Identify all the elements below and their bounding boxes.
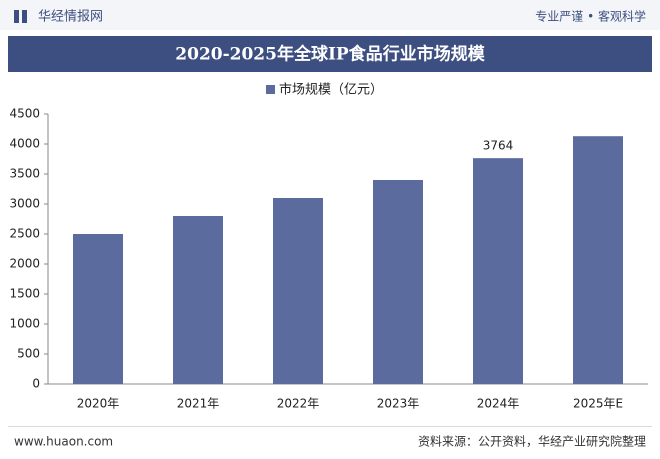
bar <box>73 234 123 384</box>
x-tick-label: 2022年 <box>277 397 320 411</box>
y-tick-label: 0 <box>32 377 40 391</box>
y-tick-label: 3500 <box>9 167 40 181</box>
x-tick-label: 2024年 <box>477 397 520 411</box>
y-tick-label: 2500 <box>9 227 40 241</box>
legend-swatch <box>266 85 275 94</box>
y-tick-label: 2000 <box>9 257 40 271</box>
footer-rule <box>8 426 652 427</box>
title-bar <box>8 36 652 72</box>
x-tick-label: 2023年 <box>377 397 420 411</box>
bar <box>273 198 323 384</box>
y-tick-label: 4000 <box>9 137 40 151</box>
tagline: 专业严谨 • 客观科学 <box>535 9 646 24</box>
brand: 华经情报网 <box>38 10 103 25</box>
y-tick-label: 4500 <box>9 107 40 121</box>
x-tick-label: 2025年E <box>573 397 623 411</box>
logo-mark <box>14 10 19 23</box>
x-tick-label: 2021年 <box>177 397 220 411</box>
logo-mark <box>22 10 27 23</box>
source: 资料来源：公开资料，华经产业研究院整理 <box>418 434 646 449</box>
y-tick-label: 500 <box>17 347 40 361</box>
bar <box>173 216 223 384</box>
chart-title: 2020-2025年全球IP食品行业市场规模 <box>175 44 485 65</box>
bar <box>573 136 623 384</box>
bar <box>473 158 523 384</box>
bar <box>373 180 423 384</box>
y-tick-label: 3000 <box>9 197 40 211</box>
website: www.huaon.com <box>14 435 113 449</box>
y-tick-label: 1500 <box>9 287 40 301</box>
header-bar <box>0 0 660 30</box>
value-label: 3764 <box>483 139 514 153</box>
x-tick-label: 2020年 <box>77 397 120 411</box>
legend-label: 市场规模（亿元） <box>279 82 383 98</box>
y-tick-label: 1000 <box>9 317 40 331</box>
